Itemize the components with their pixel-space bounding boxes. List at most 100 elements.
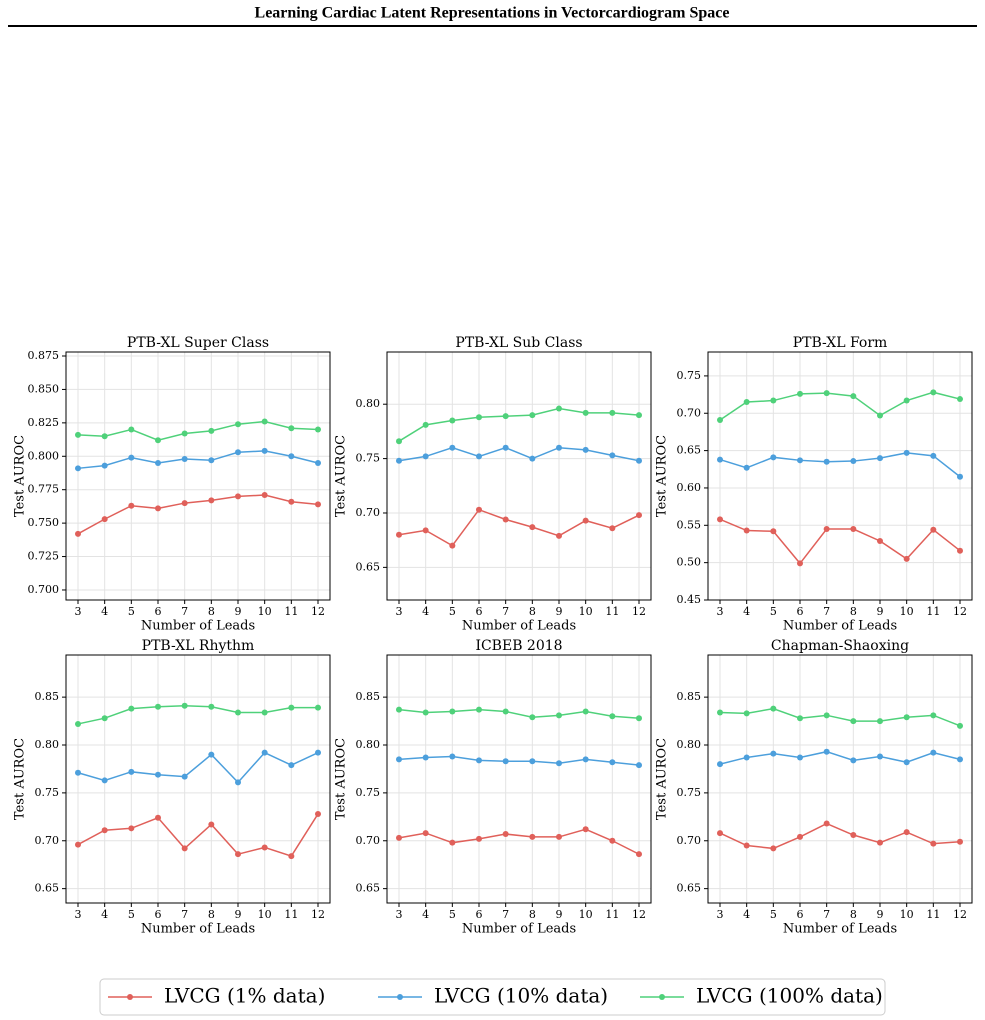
point (101, 462, 108, 469)
point (261, 418, 268, 425)
point (422, 453, 429, 460)
point (529, 412, 536, 419)
point (930, 389, 937, 396)
point (636, 762, 642, 769)
series-line (77, 813, 319, 857)
chart-title: PTB-XL Rhythm (142, 638, 255, 654)
point (529, 455, 536, 462)
y-tick-label: 0.80 (677, 738, 702, 751)
chart: 0.65 0.70 0.75 0.80 0.85 3 4 5 6 7 8 9 10 11 12 ICBEB 2… (334, 638, 652, 937)
point (476, 453, 482, 460)
point (502, 831, 509, 838)
x-tick-label: 9 (877, 908, 884, 921)
point (101, 777, 108, 784)
point (128, 705, 135, 712)
plot-frame (65, 654, 331, 904)
point (877, 718, 883, 725)
x-tick-label: 11 (605, 605, 619, 618)
legend-box (99, 978, 886, 1016)
point (797, 715, 803, 722)
series-line (398, 828, 640, 855)
point (609, 525, 616, 532)
point (396, 706, 402, 713)
y-tick-label: 0.70 (356, 834, 381, 847)
chart-title: PTB-XL Super Class (127, 335, 269, 351)
x-tick-label: 6 (797, 908, 804, 921)
x-tick-label: 5 (770, 908, 777, 921)
point (449, 753, 456, 760)
point (717, 516, 723, 523)
x-tick-label: 7 (823, 605, 830, 618)
y-tick-label: 0.55 (677, 518, 702, 531)
x-tick-label: 10 (258, 908, 272, 921)
point (582, 708, 589, 715)
point (717, 761, 723, 768)
y-axis-label: Test AUROC (13, 435, 28, 517)
x-tick-label: 3 (75, 605, 82, 618)
y-tick-label: 0.75 (677, 786, 702, 799)
point (770, 750, 777, 757)
point (261, 844, 268, 851)
point (529, 833, 536, 840)
series-line (77, 420, 319, 442)
point (903, 397, 910, 404)
x-tick-label: 3 (396, 605, 403, 618)
x-tick-label: 8 (208, 908, 215, 921)
point (797, 754, 803, 761)
point (476, 835, 482, 842)
point (422, 709, 429, 716)
plot-frame (386, 351, 652, 601)
point (101, 827, 108, 834)
x-tick-label: 5 (128, 908, 135, 921)
point (502, 758, 509, 765)
point (636, 851, 642, 858)
x-tick-label: 4 (422, 605, 429, 618)
point (717, 709, 723, 716)
point (476, 414, 482, 421)
x-tick-label: 4 (101, 605, 108, 618)
point (476, 706, 482, 713)
point (582, 517, 589, 524)
point (529, 524, 536, 531)
point (75, 841, 81, 848)
point (128, 502, 135, 509)
y-tick-label: 0.70 (35, 834, 60, 847)
point (903, 449, 910, 456)
point (556, 760, 562, 767)
x-tick-label: 4 (101, 908, 108, 921)
point (261, 492, 268, 499)
x-axis-label: Number of Leads (141, 922, 255, 937)
x-tick-label: 10 (258, 605, 272, 618)
x-tick-label: 3 (396, 908, 403, 921)
point (743, 754, 750, 761)
series-line (719, 707, 961, 727)
point (235, 493, 241, 500)
point (957, 396, 963, 403)
y-tick-label: 0.85 (677, 690, 702, 703)
plot-frame (707, 654, 973, 904)
point (288, 498, 295, 505)
x-tick-label: 4 (743, 605, 750, 618)
point (903, 555, 910, 562)
point (235, 709, 241, 716)
series-line (77, 751, 319, 784)
point (208, 427, 215, 434)
point (797, 560, 803, 567)
point (449, 708, 456, 715)
point (770, 845, 777, 852)
point (797, 390, 803, 397)
point (155, 505, 161, 512)
point (850, 832, 857, 839)
point (556, 833, 562, 840)
x-tick-label: 11 (926, 908, 940, 921)
point (208, 751, 215, 758)
paper-header: Learning Cardiac Latent Representations … (255, 5, 730, 22)
point (181, 455, 188, 462)
x-tick-label: 3 (717, 908, 724, 921)
point (261, 709, 268, 716)
point (208, 457, 215, 464)
y-tick-label: 0.65 (677, 444, 702, 457)
x-tick-label: 3 (75, 908, 82, 921)
x-tick-label: 7 (181, 605, 188, 618)
point (75, 465, 81, 472)
